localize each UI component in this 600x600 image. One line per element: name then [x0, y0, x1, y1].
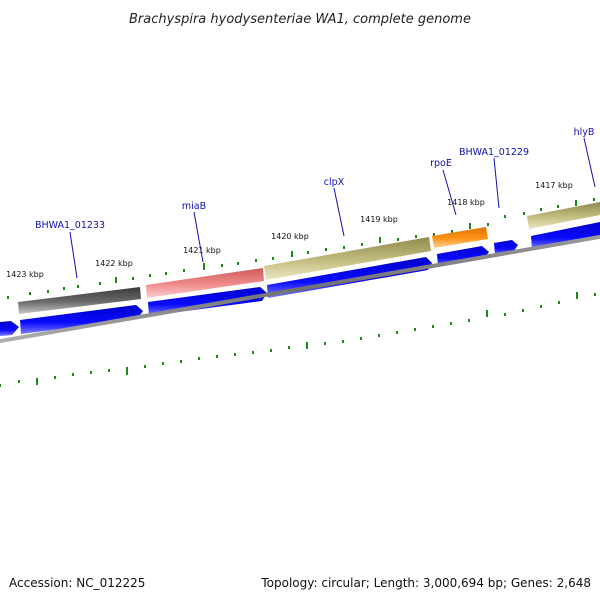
kbp-label: 1423 kbp — [6, 270, 44, 279]
gene-label[interactable]: clpX — [324, 177, 345, 188]
kbp-label: 1420 kbp — [271, 232, 309, 241]
outer-tick-track — [7, 198, 595, 299]
kbp-label: 1418 kbp — [447, 198, 485, 207]
kbp-label: 1421 kbp — [183, 246, 221, 255]
gene-label[interactable]: miaB — [182, 201, 206, 212]
inner-tick-track — [0, 292, 596, 387]
cds-arrow[interactable] — [531, 222, 600, 249]
kbp-labels: 1423 kbp 1422 kbp 1421 kbp 1420 kbp 1419… — [6, 181, 573, 279]
kbp-label: 1419 kbp — [360, 215, 398, 224]
kbp-label: 1422 kbp — [95, 259, 133, 268]
feature-bhwa1-01233[interactable] — [18, 287, 141, 314]
gene-label[interactable]: BHWA1_01233 — [35, 220, 105, 231]
gene-label[interactable]: rpoE — [430, 158, 452, 169]
feature-clpx[interactable] — [264, 237, 431, 280]
feature-miab[interactable] — [146, 268, 264, 298]
gene-leaders — [69, 137, 596, 279]
genome-summary-text: Topology: circular; Length: 3,000,694 bp… — [261, 576, 591, 590]
map-title: Brachyspira hyodysenteriae WA1, complete… — [129, 12, 471, 27]
gene-labels: BHWA1_01233 miaB clpX rpoE BHWA1_01229 h… — [35, 127, 594, 231]
accession-text: Accession: NC_012225 — [9, 576, 146, 590]
gene-label[interactable]: BHWA1_01229 — [459, 147, 529, 158]
genome-backbone — [0, 234, 600, 344]
feature-track — [18, 202, 600, 314]
kbp-label: 1417 kbp — [535, 181, 573, 190]
feature-hlyb[interactable] — [527, 202, 600, 229]
feature-rpoe[interactable] — [432, 227, 488, 248]
cds-arrow[interactable] — [0, 321, 19, 336]
cds-arrow[interactable] — [20, 305, 143, 334]
gene-label[interactable]: hlyB — [574, 127, 595, 138]
